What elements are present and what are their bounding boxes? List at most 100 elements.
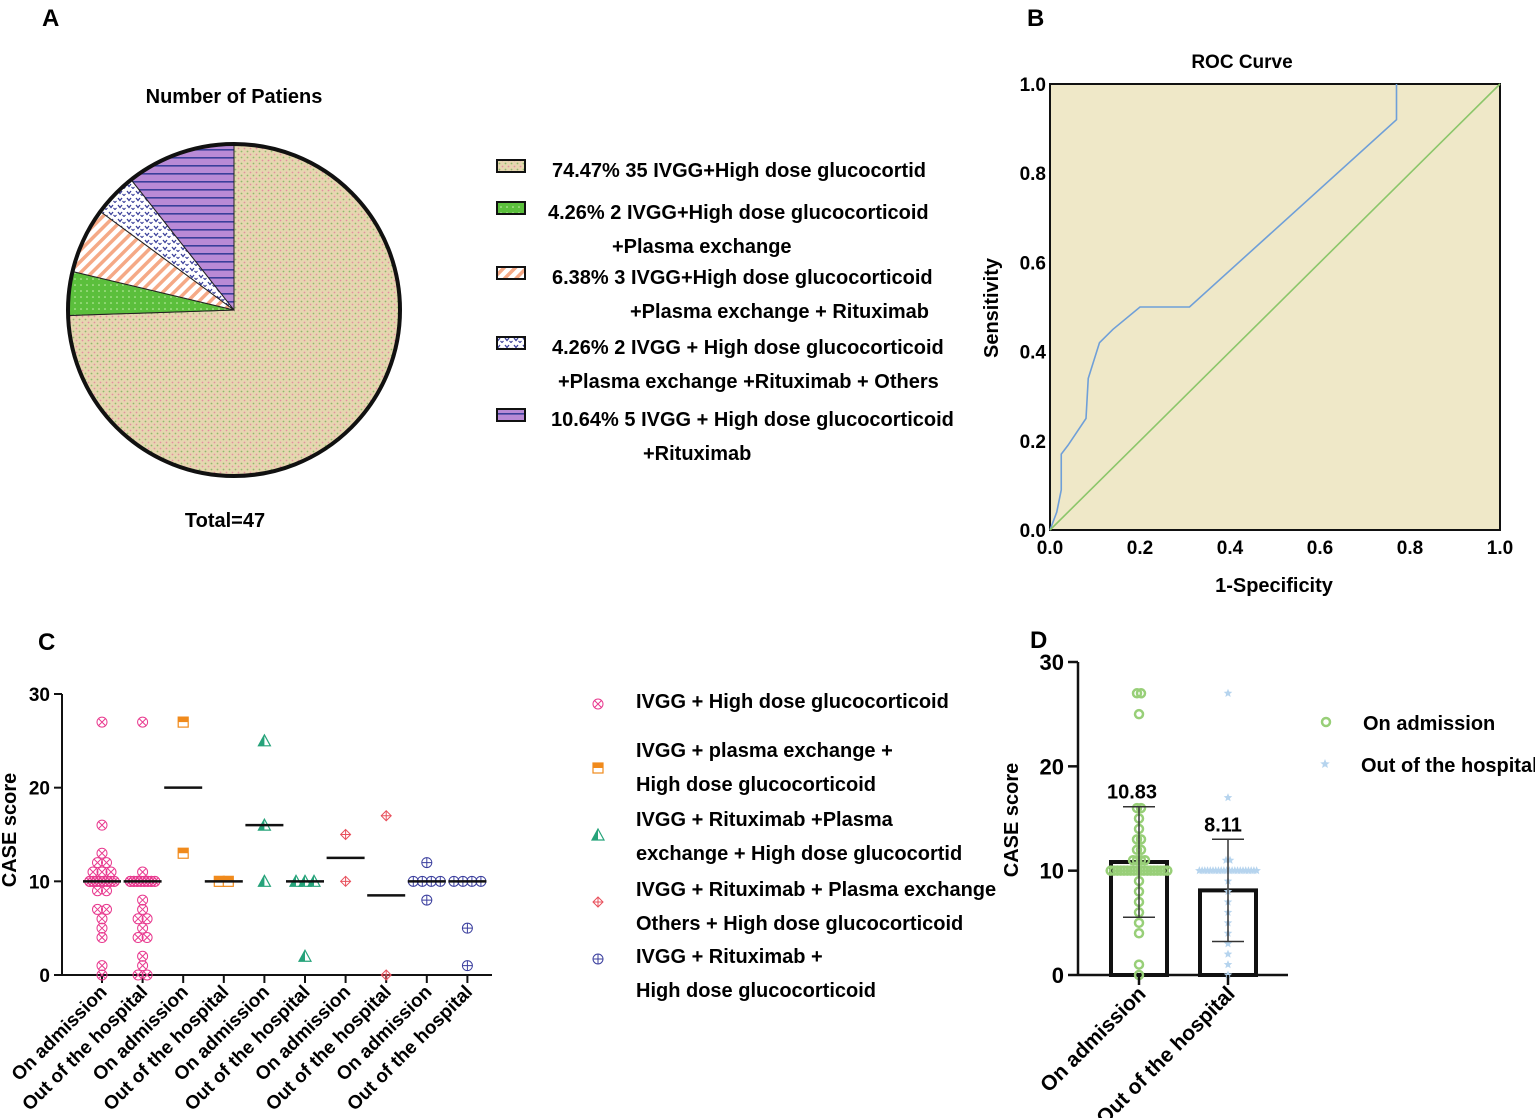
data-point-mark	[593, 897, 603, 907]
data-point-mark	[421, 857, 432, 868]
roc-x-tick-label: 0.8	[1397, 538, 1423, 559]
d-point-admission	[1135, 802, 1147, 814]
roc-y-tick-label: 1.0	[1020, 75, 1046, 96]
roc-title: ROC Curve	[1191, 52, 1292, 73]
d-point-admission	[1133, 928, 1145, 939]
c-legend-label: IVGG + Rituximab + Plasma exchange	[636, 879, 996, 901]
data-point	[141, 969, 153, 981]
data-point-mark	[143, 933, 151, 942]
d-point-admission	[1133, 917, 1145, 929]
data-point-fill	[593, 763, 603, 768]
d-point-discharge	[1223, 960, 1233, 969]
d-point-admission	[1131, 688, 1143, 699]
roc-y-tick-label: 0.4	[1020, 343, 1047, 364]
d-point-admission	[1131, 802, 1143, 814]
d-point-admission	[1131, 844, 1143, 856]
roc-ylabel: Sensitivity	[981, 257, 1003, 358]
roc-y-tick-label: 0.6	[1020, 253, 1046, 274]
data-point	[141, 932, 153, 944]
data-point	[96, 922, 108, 934]
bar-legend: On admission Out of the hospital	[1320, 713, 1535, 777]
data-point-mark	[107, 868, 115, 876]
data-point	[96, 960, 108, 972]
d-point-admission	[1133, 959, 1145, 970]
roc-x-tick-label: 0.4	[1217, 538, 1244, 559]
data-point-mark	[134, 914, 142, 923]
data-point-fill	[214, 876, 225, 882]
d-point-discharge	[1223, 939, 1233, 948]
d-y-tick-label: 0	[1052, 963, 1064, 988]
data-point-mark	[138, 952, 147, 961]
data-point	[96, 932, 108, 944]
d-point-admission	[1135, 834, 1147, 845]
data-point	[132, 969, 144, 981]
c-legend-label: IVGG + Rituximab +	[636, 946, 823, 968]
panel-label-d: D	[1030, 627, 1047, 654]
data-point	[132, 932, 144, 944]
data-point	[137, 903, 149, 915]
legend-label: 10.64% 5 IVGG + High dose glucocorticoid	[551, 409, 954, 431]
c-y-tick-label: 30	[29, 685, 50, 706]
d-point-discharge	[1223, 688, 1233, 697]
data-point-mark	[134, 971, 142, 979]
data-point	[96, 847, 108, 859]
legend-label: 4.26% 2 IVGG+High dose glucocorticoid	[548, 202, 929, 224]
panel-d: D CASE score 0 10 20 30 10.83 On admission 8.1…	[1001, 627, 1535, 1118]
legend-label: +Plasma exchange +Rituximab + Others	[558, 371, 939, 393]
data-point-mark	[340, 876, 351, 887]
d-point-discharge	[1223, 949, 1233, 958]
roc-plot: 0.0 0.2 0.4 0.6 0.8 1.0 0.0 0.2 0.4 0.6 0.8 1.0	[1020, 75, 1514, 559]
data-point-mark	[340, 829, 351, 840]
c-legend-label: High dose glucocorticoid	[636, 774, 876, 796]
roc-x-tick-label: 1.0	[1487, 538, 1513, 559]
c-legend-label: IVGG + Rituximab +Plasma	[636, 809, 894, 831]
data-point-fill	[178, 717, 189, 723]
d-y-tick-label: 10	[1040, 859, 1064, 884]
roc-curve-line	[1049, 84, 1398, 531]
data-point	[96, 819, 108, 831]
roc-y-tick-label: 0.8	[1020, 164, 1046, 185]
d-value-label: 8.11	[1204, 814, 1242, 836]
data-point-mark	[594, 700, 602, 708]
d-point-admission	[1135, 854, 1147, 866]
legend-label: +Plasma exchange + Rituximab	[630, 301, 929, 323]
data-point-mark	[98, 914, 106, 923]
c-y-tick-label: 10	[29, 872, 50, 893]
data-point-mark	[93, 886, 102, 895]
data-point	[141, 913, 153, 925]
data-point	[137, 960, 149, 972]
data-point-mark	[138, 961, 147, 970]
legend-swatch	[496, 201, 526, 215]
data-point	[96, 716, 108, 728]
data-point-mark	[134, 933, 142, 942]
pie-outline	[66, 142, 402, 478]
panel-label-a: A	[42, 5, 59, 32]
panel-a: A Number of Patiens Total=47 74.47% 35 I…	[42, 5, 954, 532]
d-point-admission	[1139, 854, 1151, 866]
data-point	[132, 913, 144, 925]
data-point-mark	[138, 896, 147, 904]
data-point-mark	[381, 970, 392, 980]
panel-label-c: C	[38, 629, 55, 656]
data-point-mark	[98, 821, 106, 829]
roc-x-tick-label: 0.2	[1127, 538, 1153, 559]
legend-label: 6.38% 3 IVGG+High dose glucocorticoid	[552, 267, 933, 289]
data-point-mark	[93, 905, 102, 914]
d-point-admission	[1162, 865, 1173, 876]
data-point-mark	[381, 810, 392, 821]
data-point-fill	[592, 829, 598, 840]
data-point	[137, 950, 149, 962]
c-legend-label: IVGG + High dose glucocorticoid	[636, 691, 949, 713]
data-point-mark	[102, 886, 111, 895]
c-ylabel: CASE score	[0, 773, 21, 888]
legend-swatch	[496, 159, 526, 173]
legend-swatch	[496, 336, 526, 350]
d-value-label: 10.83	[1107, 782, 1157, 804]
d-legend-label: On admission	[1363, 713, 1495, 735]
data-point	[96, 913, 108, 925]
pie-legend: 74.47% 35 IVGG+High dose glucocortid 4.26…	[496, 159, 954, 465]
data-point-mark	[98, 971, 106, 979]
panel-label-b: B	[1027, 5, 1044, 32]
